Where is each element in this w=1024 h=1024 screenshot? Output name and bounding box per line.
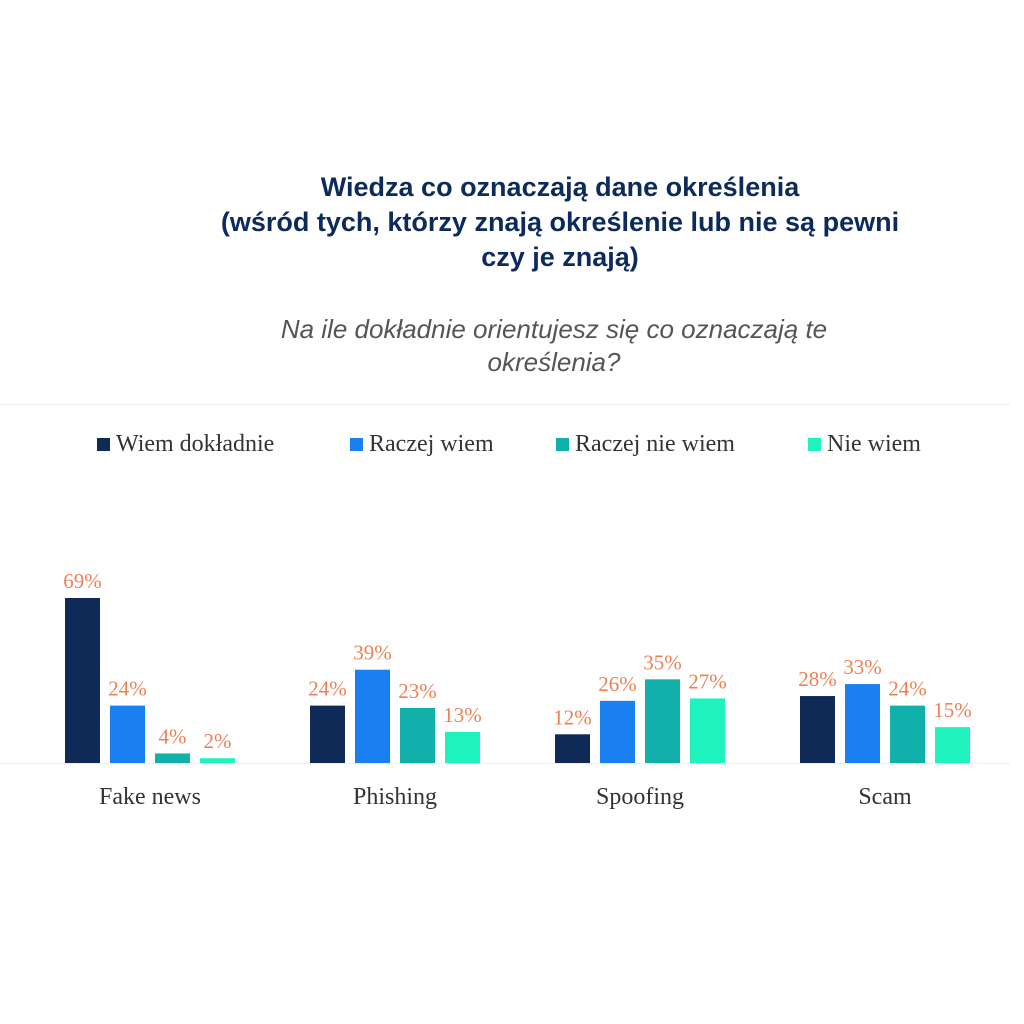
chart-title-line-1: Wiedza co oznaczają dane określenia	[320, 172, 800, 202]
bar-group: 24%39%23%13% Phishing	[308, 641, 482, 810]
data-label: 39%	[353, 641, 392, 665]
data-label: 33%	[843, 655, 882, 679]
header-divider	[0, 404, 1010, 405]
bar	[935, 727, 970, 763]
data-label: 24%	[308, 677, 347, 701]
bar	[845, 684, 880, 763]
bar	[890, 705, 925, 763]
data-label: 24%	[108, 677, 147, 701]
bar	[445, 731, 480, 763]
data-label: 2%	[204, 729, 232, 753]
bar	[400, 708, 435, 763]
data-label: 23%	[398, 679, 437, 703]
bar	[200, 758, 235, 763]
bar	[310, 705, 345, 763]
data-label: 28%	[798, 667, 837, 691]
data-label: 13%	[443, 703, 482, 727]
bar	[65, 598, 100, 763]
bar	[600, 700, 635, 763]
chart-title-line-3: czy je znają)	[481, 242, 639, 272]
data-label: 69%	[63, 569, 102, 593]
chart-title: Wiedza co oznaczają dane określenia (wśr…	[0, 170, 1024, 275]
bar-group: 28% 33%24%15% Scam	[798, 655, 972, 810]
legend-label: Raczej wiem	[369, 431, 494, 457]
category-label: Scam	[858, 784, 912, 810]
bar	[355, 669, 390, 763]
bar	[155, 753, 190, 763]
data-label: 26%	[598, 672, 637, 696]
category-label: Phishing	[353, 784, 437, 810]
bar-group: 12%26%35%27% Spoofing	[553, 650, 727, 810]
data-label: 4%	[159, 724, 187, 748]
legend-swatch	[808, 438, 821, 451]
legend-swatch	[97, 438, 110, 451]
legend-label: Raczej nie wiem	[575, 431, 735, 457]
bar	[555, 734, 590, 763]
legend-swatch	[350, 438, 363, 451]
data-label: 24%	[888, 677, 927, 701]
chart-subtitle-line-1: Na ile dokładnie orientujesz się co ozna…	[280, 314, 828, 344]
chart-title-line-2: (wśród tych, którzy znają określenie lub…	[220, 207, 900, 237]
bar	[800, 696, 835, 763]
data-label: 15%	[933, 698, 972, 722]
category-label: Spoofing	[596, 784, 684, 810]
chart-subtitle-line-2: określenia?	[487, 347, 621, 377]
bar-group: 69% 24% 4% 2% Fake news	[63, 569, 235, 810]
category-label: Fake news	[99, 784, 201, 810]
legend-label: Wiem dokładnie	[116, 431, 275, 457]
data-label: 35%	[643, 650, 682, 674]
legend-label: Nie wiem	[827, 431, 921, 457]
data-label: 27%	[688, 669, 727, 693]
data-label: 12%	[553, 705, 592, 729]
bar	[690, 698, 725, 763]
legend-swatch	[556, 438, 569, 451]
bar	[645, 679, 680, 763]
chart-subtitle: Na ile dokładnie orientujesz się co ozna…	[0, 313, 1024, 379]
bar	[110, 705, 145, 763]
